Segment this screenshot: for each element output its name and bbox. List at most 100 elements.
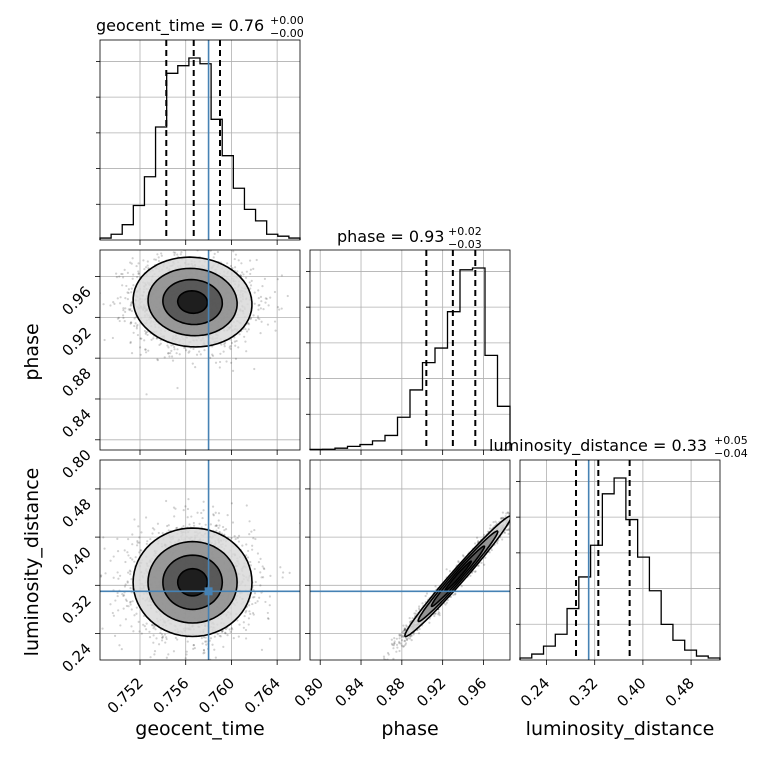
sample-point [507, 532, 510, 535]
sample-point [194, 237, 196, 239]
sample-point [126, 581, 129, 584]
sample-point [156, 359, 160, 362]
sample-point [178, 353, 181, 356]
sample-point [129, 556, 132, 560]
sample-point [254, 601, 257, 605]
sample-point [116, 317, 119, 320]
sample-point [161, 532, 164, 535]
sample-point [239, 274, 243, 277]
sample-point [130, 625, 133, 628]
sample-point [196, 511, 199, 514]
sample-point [144, 516, 148, 519]
sample-point [136, 540, 139, 543]
density-layer [100, 237, 289, 450]
sample-point [218, 366, 221, 369]
sample-point [121, 284, 124, 287]
sample-point [155, 637, 158, 640]
sample-point [192, 524, 196, 527]
sample-point [232, 637, 235, 640]
sample-point [116, 571, 119, 574]
contour-line [176, 289, 209, 315]
sample-point [379, 666, 381, 668]
sample-point [186, 507, 190, 511]
x-tick-label: 0.32 [565, 674, 601, 710]
sample-point [112, 300, 115, 304]
y-tick-label: 0.40 [58, 543, 94, 579]
sample-point [253, 291, 256, 294]
sample-point [198, 247, 200, 249]
sample-point [259, 557, 262, 560]
sample-point [198, 350, 201, 353]
sample-point [224, 631, 227, 634]
sample-point [140, 549, 143, 552]
sample-point [144, 331, 148, 334]
sample-point [259, 307, 262, 310]
hist-panel-phase [306, 249, 511, 455]
sample-point [245, 543, 248, 546]
sample-point [218, 530, 221, 534]
contour-line [132, 527, 253, 638]
y-tick-label: 0.84 [58, 405, 94, 441]
sample-point [185, 653, 188, 656]
sample-point [231, 521, 235, 524]
sample-point [233, 535, 236, 538]
sample-point [279, 566, 282, 569]
sample-point [125, 599, 128, 603]
sample-point [136, 276, 139, 279]
sample-point [239, 662, 241, 664]
sample-point [159, 342, 162, 345]
y-tick-label: 0.24 [58, 640, 94, 676]
sample-point [166, 524, 169, 528]
sample-point [247, 549, 250, 553]
sample-point [263, 567, 266, 571]
sample-point [115, 272, 118, 275]
sample-point [185, 650, 188, 653]
sample-point [123, 549, 126, 552]
title-geocent-time: geocent_time = 0.76 +0.00 −0.00 [96, 14, 304, 40]
sample-point [235, 339, 238, 343]
sample-point [219, 247, 221, 249]
axis-frame [99, 39, 301, 241]
sample-point [157, 244, 159, 246]
sample-point [219, 352, 222, 355]
sample-point [140, 531, 143, 534]
sample-point [167, 529, 170, 532]
sample-point [127, 554, 130, 557]
sample-point [129, 340, 132, 344]
y-axis-label-luminosity-distance: luminosity_distance [21, 468, 43, 657]
sample-point [238, 333, 241, 336]
sample-point [249, 560, 252, 564]
sample-point [132, 284, 135, 287]
sample-point [462, 555, 465, 558]
sample-point [153, 650, 157, 653]
sample-point [167, 352, 170, 355]
sample-point [220, 343, 223, 346]
sample-point [122, 607, 125, 610]
sample-point [102, 303, 105, 306]
sample-point [165, 636, 168, 639]
sample-point [253, 528, 256, 532]
sample-point [205, 643, 208, 646]
sample-point [122, 316, 125, 320]
sample-point [253, 595, 256, 599]
sample-point [198, 522, 201, 525]
sample-point [220, 630, 224, 633]
sample-point [242, 626, 245, 629]
sample-point [161, 636, 164, 639]
sample-point [386, 651, 390, 655]
sample-point [153, 258, 156, 261]
sample-point [103, 338, 106, 342]
sample-point [169, 352, 172, 355]
sample-point [258, 596, 261, 599]
y-tick-label: 0.80 [58, 446, 94, 482]
sample-point [258, 317, 261, 321]
sample-point [249, 272, 252, 276]
x-tick-label: 0.40 [613, 674, 649, 710]
sample-point [251, 544, 254, 547]
title-sup: +0.02 [448, 225, 482, 238]
sample-point [164, 641, 167, 644]
sample-point [256, 317, 260, 320]
sample-point [109, 304, 112, 307]
sample-point [119, 624, 122, 627]
sample-point [126, 291, 129, 294]
